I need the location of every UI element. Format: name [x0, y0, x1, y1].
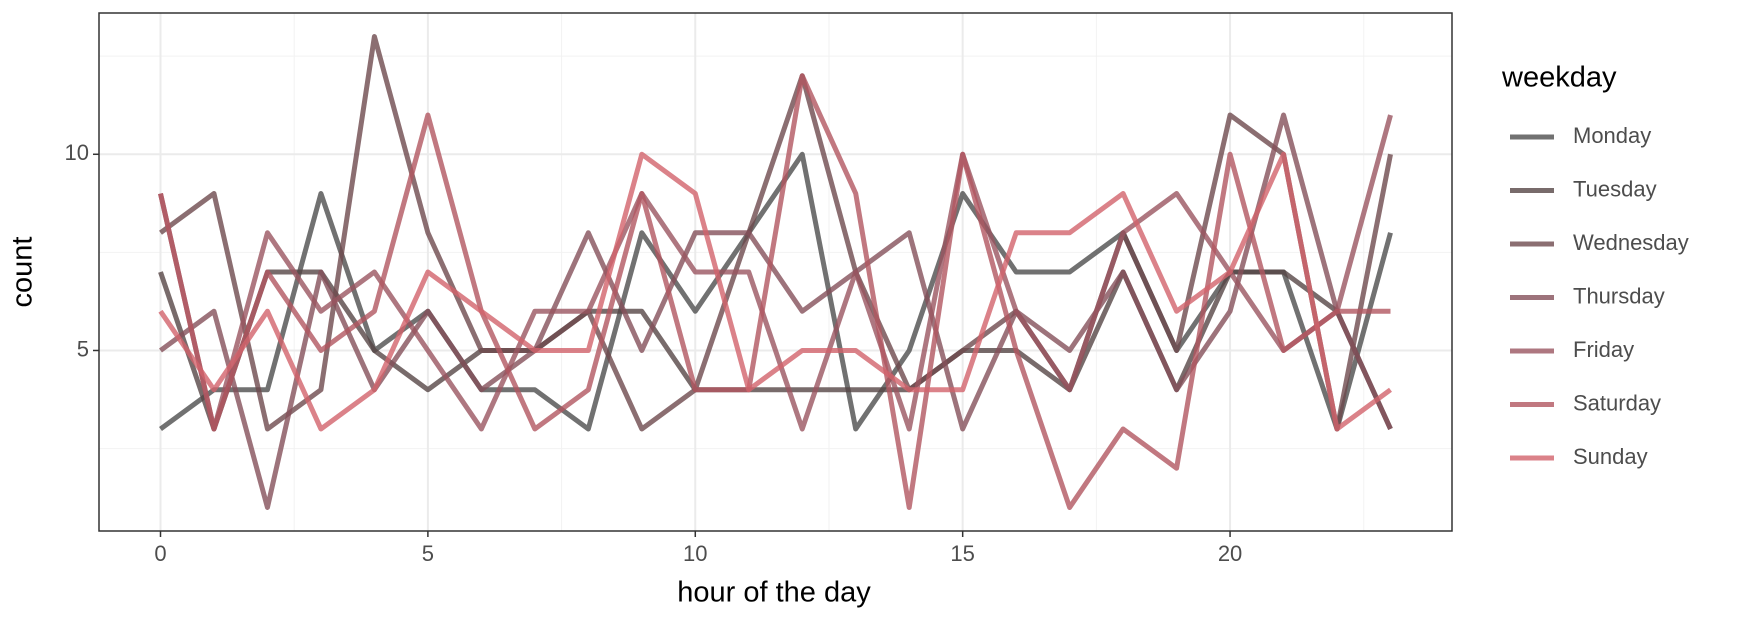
x-tick-label: 15 — [950, 541, 974, 566]
series-line — [159, 34, 1393, 432]
x-axis-title: hour of the day — [677, 577, 871, 609]
series-line — [159, 151, 1393, 432]
series-line — [159, 112, 1393, 510]
series-line — [158, 73, 1391, 510]
x-tick-label: 20 — [1218, 541, 1242, 566]
legend-label: Friday — [1573, 337, 1634, 362]
legend-label: Monday — [1573, 123, 1651, 148]
x-tick-label: 10 — [683, 541, 707, 566]
legend-label: Sunday — [1573, 444, 1648, 469]
legend-label: Wednesday — [1573, 230, 1689, 255]
y-axis-title: count — [7, 237, 39, 308]
legend-title: weekday — [1501, 62, 1617, 94]
series-line — [158, 151, 1392, 432]
series-line — [158, 269, 1393, 432]
x-tick-label: 0 — [154, 541, 166, 566]
y-tick-label: 5 — [77, 336, 89, 361]
legend-label: Saturday — [1573, 390, 1661, 415]
y-tick-label: 10 — [65, 140, 89, 165]
series-line — [158, 114, 1393, 432]
legend-label: Tuesday — [1573, 176, 1657, 201]
legend-label: Thursday — [1573, 283, 1665, 308]
panel-border — [98, 12, 1453, 532]
x-tick-label: 5 — [422, 541, 434, 566]
